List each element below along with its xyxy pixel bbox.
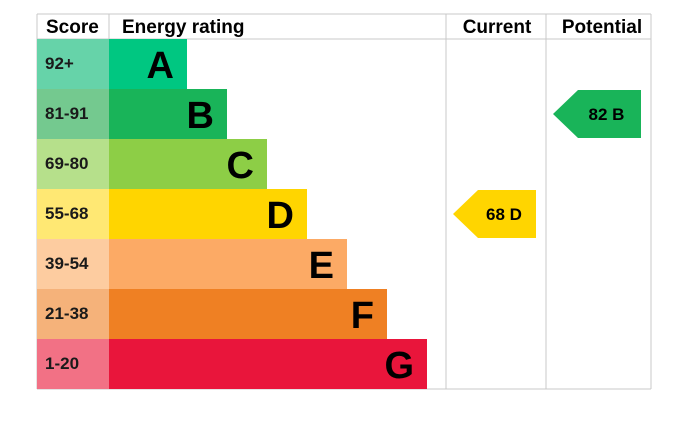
band-bar-g bbox=[109, 339, 427, 389]
current-arrow bbox=[453, 190, 536, 238]
band-bar-a bbox=[109, 39, 187, 89]
score-label-b: 81-91 bbox=[45, 104, 88, 123]
current-rating-label: 68 D bbox=[486, 205, 522, 224]
band-letter-c: C bbox=[227, 145, 254, 187]
header-potential: Potential bbox=[562, 17, 642, 38]
score-cell-g bbox=[37, 339, 109, 389]
header-current: Current bbox=[463, 17, 532, 38]
score-cell-e bbox=[37, 239, 109, 289]
rating-bands: 92+ A 81-91 B 69-80 C 55-68 D 39-54 E 21-38 F 1-20 G bbox=[37, 39, 427, 389]
score-cell-d bbox=[37, 189, 109, 239]
band-bar-f bbox=[109, 289, 387, 339]
band-letter-d: D bbox=[267, 195, 294, 237]
score-cell-a bbox=[37, 39, 109, 89]
potential-rating-label: 82 B bbox=[589, 105, 625, 124]
score-label-e: 39-54 bbox=[45, 254, 89, 273]
score-cell-f bbox=[37, 289, 109, 339]
score-label-f: 21-38 bbox=[45, 304, 88, 323]
band-letter-b: B bbox=[187, 95, 214, 137]
band-letter-f: F bbox=[351, 295, 374, 337]
rating-arrows: 68 D 82 B bbox=[453, 90, 641, 238]
band-bar-e bbox=[109, 239, 347, 289]
band-bar-b bbox=[109, 89, 227, 139]
band-bar-c bbox=[109, 139, 267, 189]
score-cell-c bbox=[37, 139, 109, 189]
score-cell-b bbox=[37, 89, 109, 139]
band-letter-e: E bbox=[309, 245, 334, 287]
score-label-g: 1-20 bbox=[45, 354, 79, 373]
band-letter-a: A bbox=[147, 45, 174, 87]
header-energy-rating: Energy rating bbox=[122, 17, 244, 38]
band-bar-d bbox=[109, 189, 307, 239]
header-score: Score bbox=[46, 17, 99, 38]
band-letter-g: G bbox=[384, 345, 414, 387]
score-label-a: 92+ bbox=[45, 54, 74, 73]
score-label-c: 69-80 bbox=[45, 154, 88, 173]
potential-arrow bbox=[553, 90, 641, 138]
score-label-d: 55-68 bbox=[45, 204, 88, 223]
